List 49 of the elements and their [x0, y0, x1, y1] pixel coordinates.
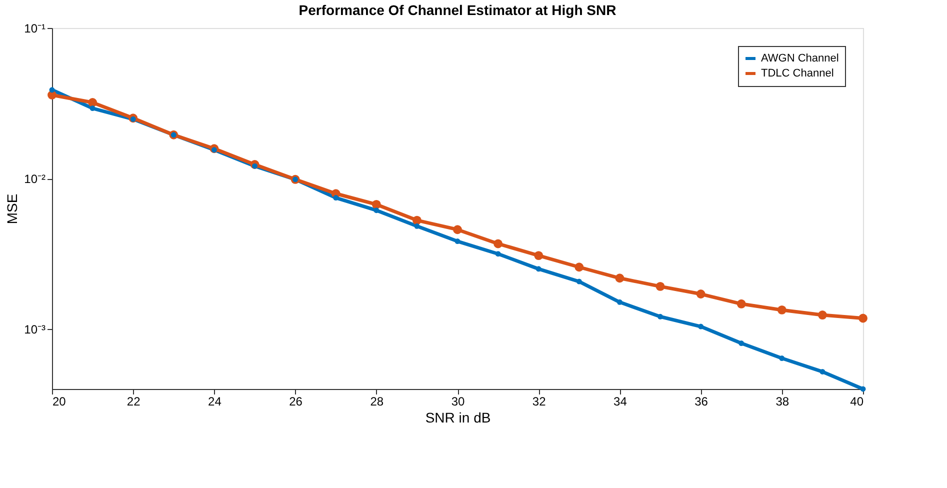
point [90, 106, 96, 111]
x-tick-label: 26 [289, 394, 303, 408]
point [858, 314, 868, 323]
point [818, 310, 827, 320]
point [616, 299, 622, 305]
point [574, 262, 584, 272]
point [576, 278, 582, 284]
x-tick-label: 30 [451, 394, 465, 408]
x-tick-label: 20 [52, 394, 66, 408]
point [414, 223, 420, 229]
legend-label: TDLC Channel [761, 68, 834, 80]
x-tick-label: 22 [126, 394, 141, 408]
point [777, 305, 786, 314]
point [820, 368, 826, 374]
legend-label: AWGN Channel [761, 52, 839, 64]
y-tick-label: 10⁻³ [24, 322, 46, 337]
point [738, 340, 744, 346]
y-axis-title: MSE [4, 194, 20, 224]
point [495, 251, 501, 257]
point [779, 356, 785, 362]
chart-title: Performance Of Channel Estimator at High SNR [298, 2, 616, 18]
point [454, 238, 460, 244]
x-tick-label: 38 [776, 394, 790, 408]
x-tick-label: 28 [370, 394, 384, 408]
y-tick-label: 10⁻² [24, 172, 46, 186]
point [453, 225, 462, 234]
point [534, 251, 544, 260]
point [615, 274, 624, 283]
x-tick-label: 32 [532, 394, 546, 408]
x-tick-label: 24 [208, 394, 222, 408]
point [333, 195, 339, 201]
point [698, 324, 704, 330]
point [696, 290, 706, 298]
point [656, 282, 665, 291]
x-axis-title: SNR in dB [425, 410, 491, 426]
point [536, 266, 542, 272]
x-tick-label: 40 [850, 394, 864, 408]
point [412, 216, 422, 225]
x-tick-label: 36 [694, 394, 708, 408]
point [374, 208, 380, 214]
point [372, 200, 381, 209]
point [494, 239, 503, 248]
point [49, 87, 55, 93]
point [860, 386, 866, 392]
point [736, 299, 746, 308]
point [658, 314, 663, 320]
y-tick-label: 10⁻¹ [24, 22, 46, 36]
x-tick-label: 34 [614, 394, 628, 408]
point [88, 98, 98, 107]
